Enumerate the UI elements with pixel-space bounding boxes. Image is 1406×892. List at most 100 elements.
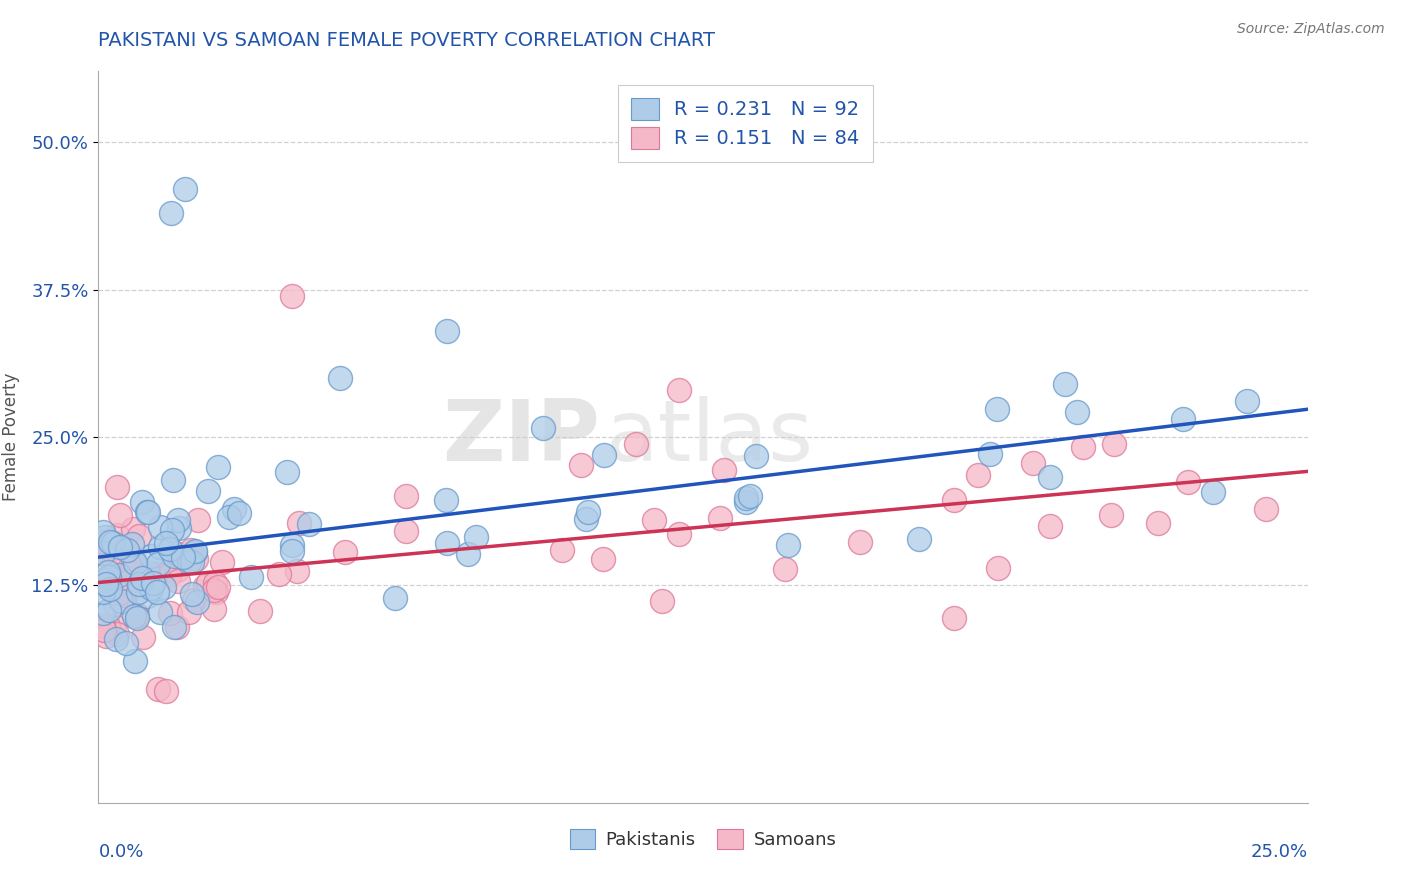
Point xyxy=(1256,501,1278,516)
Point xyxy=(943,492,966,507)
Point xyxy=(651,593,673,607)
Point xyxy=(108,586,131,600)
Point xyxy=(100,582,122,597)
Point xyxy=(149,605,172,619)
Point xyxy=(124,556,146,570)
Point xyxy=(457,548,479,562)
Text: ZIP: ZIP xyxy=(443,395,600,479)
Point xyxy=(207,580,229,594)
Point xyxy=(207,460,229,475)
Point xyxy=(149,540,172,554)
Point xyxy=(249,604,271,618)
Point xyxy=(131,494,153,508)
Point xyxy=(149,520,172,534)
Point xyxy=(105,528,128,542)
Point xyxy=(160,523,183,537)
Point xyxy=(194,579,217,593)
Point xyxy=(735,495,758,509)
Point xyxy=(986,402,1008,417)
Point xyxy=(735,491,758,506)
Point xyxy=(125,607,148,622)
Point xyxy=(145,585,167,599)
Point xyxy=(108,581,131,595)
Point xyxy=(163,549,186,564)
Point xyxy=(166,620,188,634)
Point xyxy=(114,582,136,596)
Point xyxy=(211,556,233,570)
Point xyxy=(593,448,616,462)
Point xyxy=(148,567,170,582)
Point xyxy=(713,463,735,477)
Point xyxy=(91,546,114,560)
Point xyxy=(122,552,145,566)
Point xyxy=(110,550,132,565)
Point xyxy=(177,605,200,619)
Point xyxy=(132,630,155,644)
Y-axis label: Female Poverty: Female Poverty xyxy=(3,373,20,501)
Point xyxy=(1147,516,1170,530)
Point xyxy=(180,587,202,601)
Point xyxy=(197,483,219,498)
Point xyxy=(94,530,117,544)
Point xyxy=(1039,470,1062,484)
Point xyxy=(98,570,121,584)
Point xyxy=(128,529,150,543)
Point xyxy=(127,611,149,625)
Point xyxy=(329,371,352,385)
Point xyxy=(118,566,141,580)
Point xyxy=(942,610,965,624)
Point xyxy=(155,683,177,698)
Point xyxy=(197,575,219,590)
Text: 25.0%: 25.0% xyxy=(1250,843,1308,861)
Point xyxy=(276,465,298,479)
Point xyxy=(1022,456,1045,470)
Point xyxy=(297,516,319,531)
Point xyxy=(436,324,458,338)
Point xyxy=(163,620,186,634)
Point xyxy=(465,530,488,544)
Point xyxy=(1202,485,1225,500)
Point xyxy=(139,549,162,564)
Point xyxy=(668,383,690,397)
Point xyxy=(159,606,181,620)
Point xyxy=(531,420,554,434)
Point xyxy=(172,549,194,564)
Point xyxy=(100,541,122,556)
Point xyxy=(1173,412,1195,426)
Point xyxy=(184,543,207,558)
Point xyxy=(966,468,988,483)
Point xyxy=(179,555,201,569)
Point xyxy=(115,636,138,650)
Point xyxy=(436,536,458,550)
Legend: Pakistanis, Samoans: Pakistanis, Samoans xyxy=(562,822,844,856)
Point xyxy=(1071,440,1094,454)
Point xyxy=(96,577,118,591)
Point xyxy=(1177,475,1199,489)
Point xyxy=(167,547,190,561)
Point xyxy=(122,609,145,624)
Point xyxy=(97,550,120,565)
Point xyxy=(204,576,226,591)
Point xyxy=(139,581,162,595)
Point xyxy=(186,551,208,566)
Point xyxy=(120,549,142,563)
Point xyxy=(1104,437,1126,451)
Point xyxy=(979,447,1001,461)
Point xyxy=(146,557,169,571)
Point xyxy=(105,480,128,494)
Point xyxy=(97,619,120,633)
Point xyxy=(108,508,131,522)
Point xyxy=(159,541,181,556)
Point xyxy=(91,535,114,549)
Point xyxy=(105,627,128,641)
Point xyxy=(745,450,768,464)
Point xyxy=(104,597,127,611)
Point xyxy=(128,577,150,591)
Point xyxy=(1053,376,1076,391)
Point xyxy=(91,585,114,599)
Point xyxy=(181,555,204,569)
Point xyxy=(108,568,131,582)
Point xyxy=(115,574,138,589)
Point xyxy=(778,538,800,552)
Point xyxy=(110,593,132,607)
